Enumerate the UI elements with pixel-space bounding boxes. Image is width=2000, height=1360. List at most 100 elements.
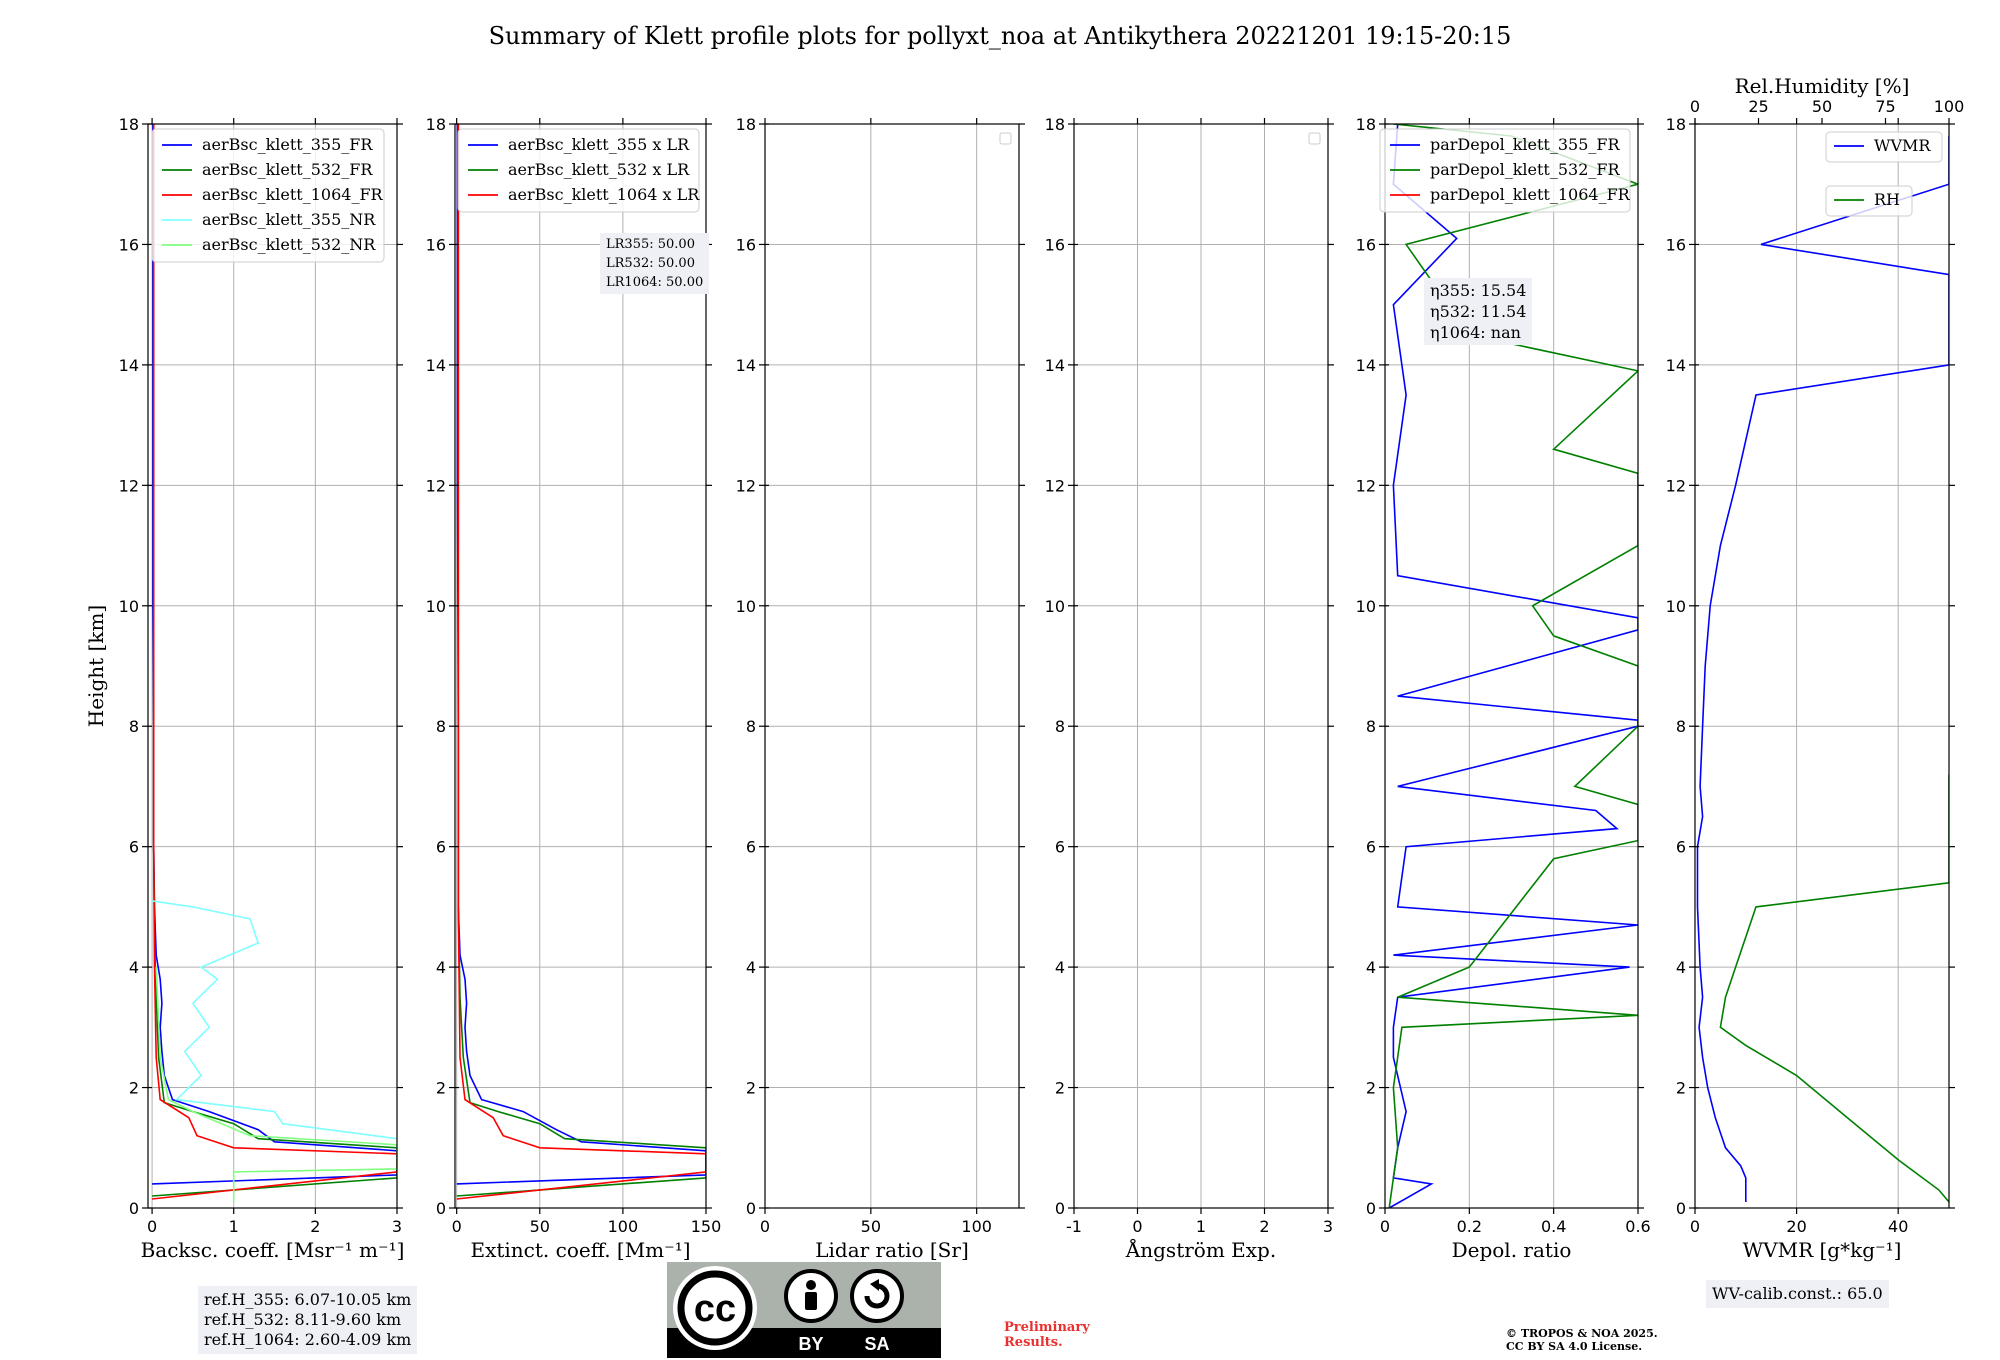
copyright-line-2: CC BY SA 4.0 License. <box>1506 1340 1643 1353</box>
x-tick-label: 2 <box>1259 1217 1269 1236</box>
axes-frame <box>764 123 1020 1209</box>
y-tick-label: 6 <box>129 838 139 857</box>
y-tick-label: 14 <box>1045 356 1065 375</box>
y-tick-label: 6 <box>1055 838 1065 857</box>
empty-legend <box>1308 132 1321 145</box>
y-tick-label: 8 <box>1055 717 1065 736</box>
x-tick-label: 40 <box>1888 1217 1908 1236</box>
x-tick-label: 0 <box>147 1217 157 1236</box>
legend-label: aerBsc_klett_532_FR <box>202 160 373 179</box>
y-tick-label: 4 <box>1055 958 1065 977</box>
series-aerBsc_klett_532_NR <box>155 967 397 1202</box>
cc-text: cc <box>694 1288 736 1330</box>
legend-label: WVMR <box>1874 136 1931 155</box>
y-tick-label: 0 <box>746 1199 756 1218</box>
x-tick-label: 50 <box>530 1217 550 1236</box>
axes-frame <box>1384 123 1639 1209</box>
figure-title: Summary of Klett profile plots for polly… <box>488 22 1512 50</box>
by-label: BY <box>798 1334 823 1354</box>
y-tick-label: 6 <box>1366 838 1376 857</box>
y-tick-label: 2 <box>746 1079 756 1098</box>
series-aerBsc_klett_355_NR <box>151 900 397 1140</box>
preliminary-line-1: Preliminary <box>1004 1320 1090 1335</box>
x-tick-label: 0 <box>760 1217 770 1236</box>
legend-label: aerBsc_klett_532 x LR <box>508 160 690 179</box>
y-tick-label: 12 <box>1666 476 1686 495</box>
x-axis-label: WVMR [g*kg⁻¹] <box>1743 1238 1902 1262</box>
x-top-tick-label: 0 <box>1690 97 1700 116</box>
y-tick-label: 14 <box>426 356 446 375</box>
legend-label: aerBsc_klett_1064_FR <box>202 185 384 204</box>
y-tick-label: 8 <box>746 717 756 736</box>
y-tick-label: 18 <box>1666 115 1686 134</box>
y-tick-label: 8 <box>1366 717 1376 736</box>
y-tick-label: 10 <box>426 597 446 616</box>
series-aerBsc_klett_355_FR <box>152 124 397 1185</box>
y-tick-label: 10 <box>119 597 139 616</box>
x-tick-label: 1 <box>229 1217 239 1236</box>
y-tick-label: 6 <box>746 838 756 857</box>
legend: parDepol_klett_355_FR parDepol_klett_532_… <box>1379 128 1631 213</box>
series-aerBsc_klett_1064 x LR <box>456 124 706 1200</box>
x-tick-label: 0 <box>1380 1217 1390 1236</box>
x-tick-label: 1 <box>1196 1217 1206 1236</box>
lidar-ratio-box: LR355: 50.00 LR532: 50.00 LR1064: 50.00 <box>600 233 710 294</box>
series-RH <box>1719 774 1949 1203</box>
y-tick-label: 6 <box>436 838 446 857</box>
legend-label: aerBsc_klett_355 x LR <box>508 135 690 154</box>
y-tick-label: 16 <box>1045 235 1065 254</box>
legend-label: parDepol_klett_355_FR <box>1430 135 1621 154</box>
copyright-note: © TROPOS & NOA 2025. CC BY SA 4.0 Licens… <box>1506 1327 1658 1353</box>
x-top-tick-label: 25 <box>1748 97 1768 116</box>
y-tick-label: 16 <box>119 235 139 254</box>
series-aerBsc_klett_1064_FR <box>152 124 397 1200</box>
y-tick-label: 18 <box>426 115 446 134</box>
x-tick-label: 3 <box>392 1217 402 1236</box>
x-tick-label: 3 <box>1323 1217 1333 1236</box>
reference-height-box: ref.H_355: 6.07-10.05 km ref.H_532: 8.11… <box>198 1286 418 1354</box>
copyright-line-1: © TROPOS & NOA 2025. <box>1506 1327 1658 1340</box>
series-parDepol_klett_355_FR <box>1388 124 1638 1208</box>
x-top-tick-label: 50 <box>1812 97 1832 116</box>
eta-532: η532: 11.54 <box>1430 302 1527 321</box>
y-tick-label: 8 <box>1676 717 1686 736</box>
x-tick-label: 0.4 <box>1541 1217 1566 1236</box>
refh-355: ref.H_355: 6.07-10.05 km <box>204 1290 412 1309</box>
preliminary-results-note: Preliminary Results. <box>1004 1320 1090 1350</box>
x-tick-label: 0.6 <box>1625 1217 1650 1236</box>
y-tick-label: 6 <box>1676 838 1686 857</box>
y-tick-label: 12 <box>736 476 756 495</box>
sa-label: SA <box>864 1334 889 1354</box>
lr-532: LR532: 50.00 <box>606 256 695 271</box>
y-tick-label: 14 <box>736 356 756 375</box>
y-tick-label: 0 <box>129 1199 139 1218</box>
legend: aerBsc_klett_355 x LR aerBsc_klett_532 x … <box>457 128 700 213</box>
eta-355: η355: 15.54 <box>1430 281 1527 300</box>
y-tick-label: 12 <box>119 476 139 495</box>
y-tick-label: 4 <box>436 958 446 977</box>
x-tick-label: 0 <box>1690 1217 1700 1236</box>
y-tick-label: 2 <box>436 1079 446 1098</box>
legend-rh: RH <box>1825 185 1913 217</box>
legend-label: parDepol_klett_1064_FR <box>1430 185 1631 204</box>
x-tick-label: 0 <box>1132 1217 1142 1236</box>
eta-1064: η1064: nan <box>1430 323 1521 342</box>
series-WVMR <box>1696 136 1949 1202</box>
empty-legend <box>999 132 1012 145</box>
wv-calib-box: WV-calib.const.: 65.0 <box>1706 1280 1889 1308</box>
x-top-axis-label: Rel.Humidity [%] <box>1735 74 1910 98</box>
legend-label: aerBsc_klett_532_NR <box>202 235 376 254</box>
axes-frame <box>1694 123 1950 1209</box>
y-tick-label: 4 <box>1366 958 1376 977</box>
y-tick-label: 12 <box>426 476 446 495</box>
axes-frame <box>147 123 398 1209</box>
y-tick-label: 18 <box>1356 115 1376 134</box>
y-tick-label: 16 <box>736 235 756 254</box>
panel-depol: 0 2 4 6 8 10 12 14 16 18 0 0.2 0.4 0.6 Depol. ratio par… <box>1356 115 1651 1262</box>
y-tick-label: 2 <box>1366 1079 1376 1098</box>
y-tick-label: 18 <box>1045 115 1065 134</box>
series-aerBsc_klett_532_FR <box>152 124 397 1197</box>
y-tick-label: 2 <box>1676 1079 1686 1098</box>
